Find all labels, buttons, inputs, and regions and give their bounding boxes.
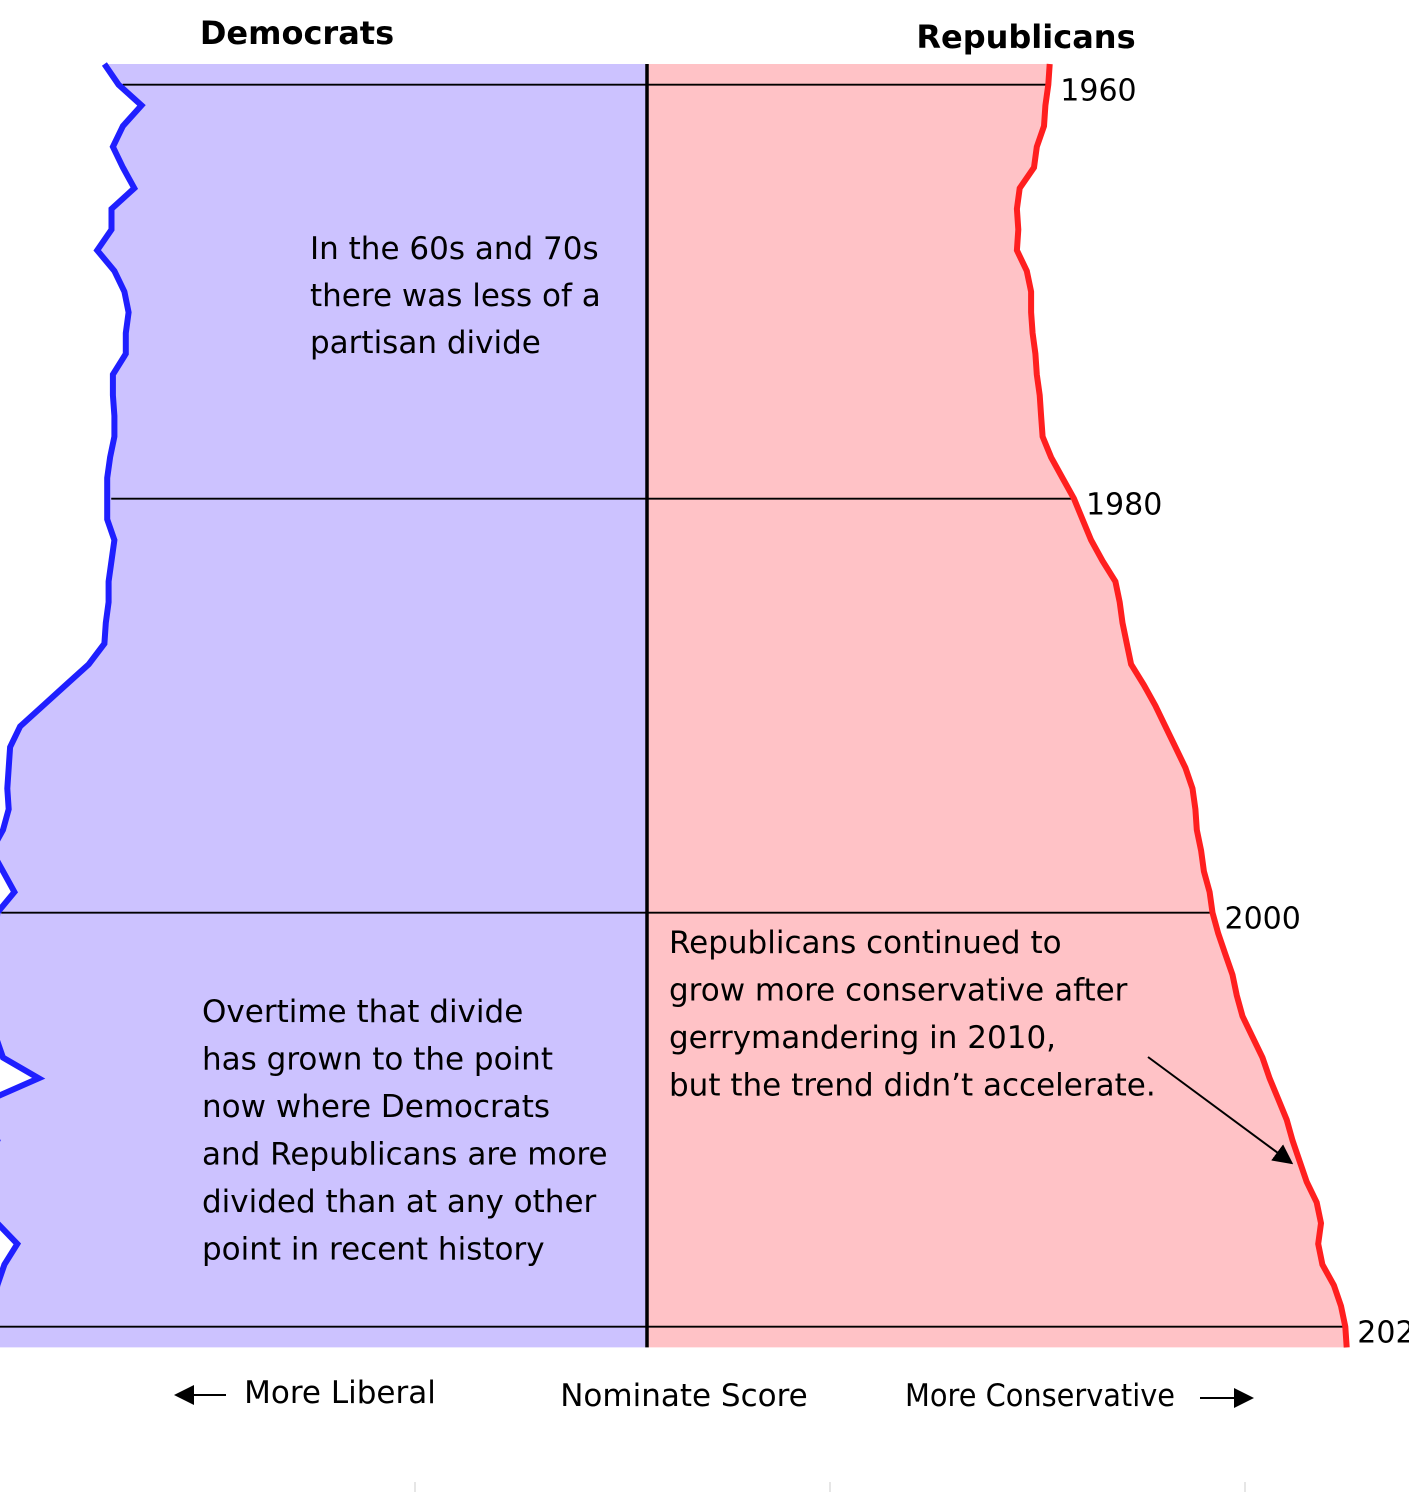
democrats-area bbox=[0, 64, 647, 1348]
nominate-score-label: Nominate Score bbox=[560, 1378, 808, 1414]
more-liberal-label: More Liberal bbox=[244, 1375, 436, 1411]
note-2-line-1: Overtime that divide bbox=[202, 994, 523, 1030]
year-label-1980: 1980 bbox=[1086, 488, 1162, 523]
note-3-line-3: gerrymandering in 2010, bbox=[669, 1020, 1056, 1056]
year-gridlines: 1960 1980 2000 2020 bbox=[0, 74, 1409, 1351]
year-label-1960: 1960 bbox=[1060, 74, 1136, 109]
note-2-line-4: and Republicans are more bbox=[202, 1137, 608, 1173]
year-label-2000: 2000 bbox=[1224, 902, 1300, 937]
note-1-line-1: In the 60s and 70s bbox=[310, 231, 599, 267]
democrats-line bbox=[0, 62, 146, 1288]
annotation-gerrymandering: Republicans continued to grow more conser… bbox=[669, 925, 1156, 1104]
republicans-area bbox=[647, 64, 1347, 1348]
annotation-grown-divide: Overtime that divide has grown to the poi… bbox=[202, 994, 608, 1268]
note-2-line-5: divided than at any other bbox=[202, 1184, 597, 1220]
republicans-label: Republicans bbox=[916, 18, 1135, 56]
note-1-line-2: there was less of a bbox=[310, 278, 601, 314]
note-1-line-3: partisan divide bbox=[310, 325, 541, 361]
republicans-line bbox=[1013, 63, 1350, 1348]
year-label-2020: 2020 bbox=[1357, 1316, 1409, 1351]
annotation-arrow bbox=[1147, 1056, 1294, 1165]
note-3-line-2: grow more conservative after bbox=[669, 973, 1128, 1009]
note-2-line-2: has grown to the point bbox=[202, 1042, 553, 1078]
note-2-line-3: now where Democrats bbox=[202, 1089, 550, 1125]
bottom-ticks bbox=[414, 1482, 1246, 1492]
democrats-label: Democrats bbox=[200, 14, 394, 52]
note-3-line-1: Republicans continued to bbox=[669, 925, 1062, 961]
annotation-early-divide: In the 60s and 70s there was less of a par… bbox=[310, 231, 601, 361]
more-conservative-label: More Conservative bbox=[905, 1378, 1175, 1414]
note-2-line-6: point in recent history bbox=[202, 1232, 545, 1268]
note-3-line-4: but the trend didn’t accelerate. bbox=[669, 1068, 1156, 1104]
